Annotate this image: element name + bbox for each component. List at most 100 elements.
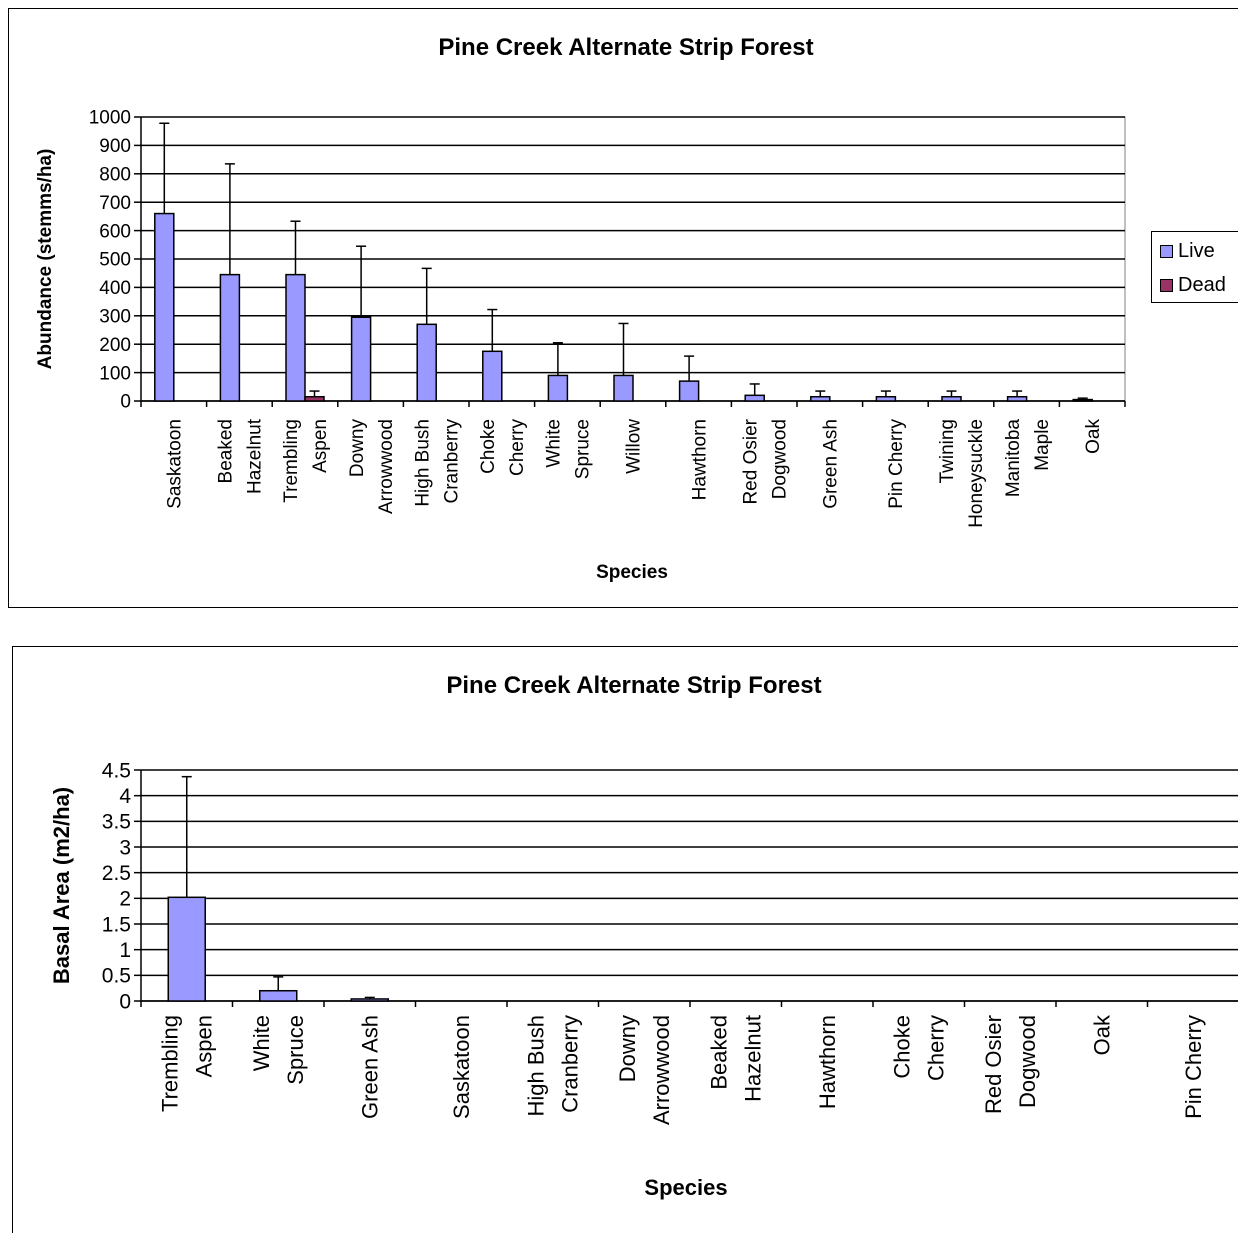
plot-area (140, 769, 1238, 1002)
category-label: Beaked (706, 1015, 731, 1090)
bar (547, 374, 569, 402)
category-label: Saskatoon (449, 1015, 474, 1119)
category-label: White (544, 419, 565, 468)
category-label: Spruce (283, 1015, 308, 1085)
legend-swatch-dead (1160, 279, 1173, 292)
abundance-chart-svg: Pine Creek Alternate Strip Forest 0 100 200… (35, 34, 1126, 583)
y-axis-title: Abundance (stemms/ha) (35, 149, 56, 370)
bar (350, 316, 372, 402)
y-tick-label: 0.5 (102, 965, 131, 988)
category-label: Choke (889, 1015, 914, 1079)
legend-item-dead: Dead (1160, 274, 1226, 297)
category-label: Honeysuckle (966, 419, 987, 528)
category-label: Pin Cherry (1181, 1015, 1206, 1119)
category-label: Pin Cherry (886, 419, 907, 509)
category-label: Cherry (507, 419, 528, 477)
bar (744, 394, 765, 402)
category-label: Trembling (157, 1015, 182, 1112)
y-tick-label: 600 (99, 221, 131, 242)
bar (810, 395, 831, 402)
x-axis-title: Species (596, 562, 668, 583)
y-tick-label: 3 (119, 836, 131, 859)
chart-title: Pine Creek Alternate Strip Forest (446, 672, 821, 699)
category-label: Green Ash (820, 419, 841, 509)
bar (875, 395, 897, 402)
y-tick-label: 0 (119, 990, 131, 1013)
bar (1072, 398, 1093, 402)
bar (350, 998, 389, 1002)
category-label: Saskatoon (164, 419, 185, 509)
y-tick-label: 400 (99, 278, 131, 299)
legend: Live Dead (1151, 231, 1238, 303)
bar (259, 989, 298, 1002)
category-label: Arrowwood (376, 419, 397, 514)
category-label: Oak (1083, 419, 1104, 454)
category-label: Trembling (281, 419, 302, 503)
category-label: Cranberry (557, 1015, 582, 1113)
y-tick-label: 700 (99, 193, 131, 214)
y-tick-label: 1.5 (102, 913, 131, 936)
bar (416, 323, 437, 402)
y-tick-label: 1 (119, 939, 131, 962)
x-axis-title: Species (644, 1175, 727, 1200)
category-label: Downy (615, 1015, 640, 1082)
category-label: Red Osier (740, 418, 761, 504)
y-tick-label: 500 (99, 250, 131, 271)
category-label: Twining (937, 419, 958, 483)
category-label: Maple (1032, 419, 1053, 471)
legend-label-live: Live (1178, 240, 1215, 262)
category-label: White (249, 1015, 274, 1071)
category-label: Oak (1089, 1014, 1114, 1055)
bar (941, 395, 962, 402)
category-label: Spruce (573, 419, 594, 479)
category-label: Hawthorn (815, 1015, 840, 1109)
basal-area-chart: Pine Creek Alternate Strip Forest 0 0.5 1 1.… (12, 646, 1238, 1233)
y-tick-label: 1000 (89, 108, 131, 129)
category-label: Dogwood (1015, 1015, 1040, 1108)
category-label: Cranberry (441, 419, 462, 504)
category-label: Arrowwood (649, 1015, 674, 1125)
bar (482, 350, 503, 402)
category-label: High Bush (412, 419, 433, 507)
bar (678, 380, 700, 402)
category-label: Willow (624, 419, 645, 474)
y-tick-label: 300 (99, 306, 131, 327)
y-tick-label: 100 (99, 363, 131, 384)
category-label: High Bush (523, 1015, 548, 1117)
category-label: Aspen (191, 1015, 216, 1077)
category-label: Green Ash (357, 1015, 382, 1119)
y-axis-title: Basal Area (m2/ha) (49, 787, 74, 984)
category-label: Red Osier (981, 1015, 1006, 1114)
category-label: Hazelnut (245, 418, 266, 494)
y-tick-label: 0 (120, 392, 131, 413)
y-tick-label: 4 (119, 785, 131, 808)
category-label: Hazelnut (740, 1015, 765, 1102)
legend-label-dead: Dead (1178, 274, 1226, 296)
legend-swatch-live (1160, 245, 1173, 258)
category-label: Manitoba (1003, 419, 1024, 498)
y-tick-label: 900 (99, 136, 131, 157)
category-label: Beaked (216, 419, 237, 483)
chart-title: Pine Creek Alternate Strip Forest (438, 34, 813, 61)
abundance-chart: Pine Creek Alternate Strip Forest 0 100 200… (8, 8, 1238, 608)
y-tick-label: 4.5 (102, 759, 131, 782)
bar (219, 273, 241, 402)
y-tick-label: 800 (99, 164, 131, 185)
bar (1006, 395, 1028, 402)
y-tick-label: 200 (99, 335, 131, 356)
category-label: Downy (347, 419, 368, 478)
bar (167, 896, 206, 1002)
category-label: Hawthorn (689, 419, 710, 500)
category-label: Choke (478, 419, 499, 474)
y-tick-label: 2.5 (102, 862, 131, 885)
bar (304, 395, 325, 402)
bar (613, 374, 634, 402)
basal-area-chart-svg: Pine Creek Alternate Strip Forest 00.5 1 1.… (49, 672, 1238, 1200)
category-label: Aspen (310, 419, 331, 473)
legend-item-live: Live (1160, 240, 1215, 263)
category-label: Dogwood (769, 419, 790, 499)
y-tick-label: 2 (119, 888, 131, 911)
bar (285, 273, 306, 402)
y-tick-label: 3.5 (102, 811, 131, 834)
category-label: Cherry (923, 1015, 948, 1081)
